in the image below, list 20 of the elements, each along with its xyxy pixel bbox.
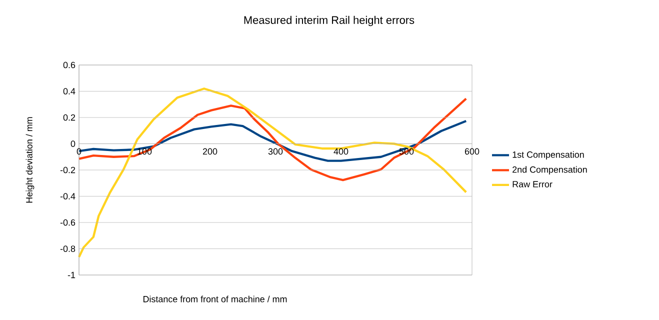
y-tick-label: 0 <box>70 140 76 147</box>
y-tick-label: 0.4 <box>63 88 76 94</box>
chart-title: Measured interim Rail height errors <box>244 16 414 26</box>
x-axis-title: Distance from front of machine / mm <box>143 296 287 302</box>
y-tick-label: -0.4 <box>60 193 76 200</box>
legend-label: Raw Error <box>512 181 552 188</box>
y-tick-label: 0.2 <box>63 114 76 121</box>
x-tick-label: 400 <box>334 148 348 155</box>
legend-label: 2nd Compensation <box>512 166 587 175</box>
y-axis-title: Height deviation / mm <box>26 117 34 203</box>
x-tick-label: 200 <box>202 148 218 155</box>
y-tick-label: -0.2 <box>60 166 76 174</box>
legend-label: 1st Compensation <box>512 151 584 160</box>
x-tick-label: 300 <box>268 148 283 155</box>
y-tick-label: -1 <box>68 272 76 278</box>
y-tick-label: 0.6 <box>63 62 76 68</box>
x-tick-label: 0 <box>76 148 82 155</box>
y-tick-label: -0.6 <box>60 219 76 226</box>
y-tick-label: -0.8 <box>60 246 76 252</box>
x-tick-label: 600 <box>464 148 480 155</box>
